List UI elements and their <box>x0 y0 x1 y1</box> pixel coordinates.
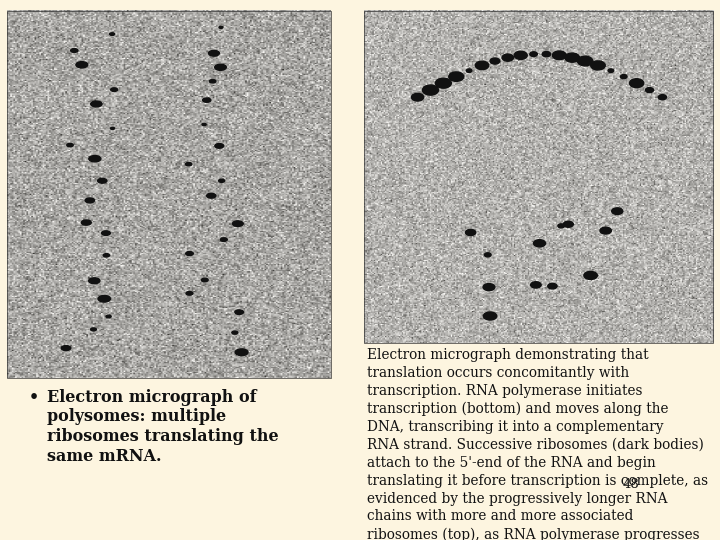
Ellipse shape <box>186 252 193 255</box>
Ellipse shape <box>449 72 464 82</box>
Ellipse shape <box>485 253 491 257</box>
Ellipse shape <box>411 93 424 101</box>
Ellipse shape <box>61 346 71 350</box>
Ellipse shape <box>548 284 557 289</box>
Ellipse shape <box>436 78 451 88</box>
Ellipse shape <box>600 227 611 234</box>
Ellipse shape <box>621 75 627 79</box>
Ellipse shape <box>210 79 216 83</box>
Ellipse shape <box>85 198 94 203</box>
Ellipse shape <box>490 58 500 64</box>
Ellipse shape <box>89 156 101 162</box>
Ellipse shape <box>235 310 243 314</box>
Ellipse shape <box>98 295 111 302</box>
Ellipse shape <box>658 94 667 100</box>
Ellipse shape <box>483 284 495 291</box>
Ellipse shape <box>530 52 537 57</box>
Ellipse shape <box>91 101 102 107</box>
Ellipse shape <box>629 79 644 87</box>
Ellipse shape <box>219 26 223 29</box>
Ellipse shape <box>542 51 551 57</box>
Ellipse shape <box>584 272 598 280</box>
Ellipse shape <box>71 49 78 52</box>
Ellipse shape <box>534 240 546 247</box>
Ellipse shape <box>111 88 117 91</box>
Ellipse shape <box>475 61 489 70</box>
Ellipse shape <box>514 51 527 59</box>
Ellipse shape <box>423 85 438 95</box>
Ellipse shape <box>202 98 211 102</box>
Ellipse shape <box>67 143 73 147</box>
Text: Electron micrograph demonstrating that
translation occurs concomitantly with
tra: Electron micrograph demonstrating that t… <box>367 348 708 540</box>
Ellipse shape <box>186 163 192 166</box>
Ellipse shape <box>89 278 100 284</box>
Ellipse shape <box>103 254 109 257</box>
Ellipse shape <box>645 87 654 93</box>
Ellipse shape <box>109 33 114 36</box>
Ellipse shape <box>563 221 573 227</box>
Ellipse shape <box>232 331 238 334</box>
Ellipse shape <box>98 178 107 183</box>
Ellipse shape <box>467 69 472 72</box>
Ellipse shape <box>612 208 623 214</box>
Ellipse shape <box>81 220 91 225</box>
Ellipse shape <box>219 179 225 183</box>
Ellipse shape <box>209 50 220 56</box>
Ellipse shape <box>531 282 541 288</box>
Ellipse shape <box>565 53 580 62</box>
Text: Electron micrograph of
polysomes: multiple
ribosomes translating the
same mRNA.: Electron micrograph of polysomes: multip… <box>47 389 279 464</box>
Ellipse shape <box>110 127 114 130</box>
Ellipse shape <box>233 221 243 226</box>
Ellipse shape <box>465 230 476 235</box>
Ellipse shape <box>502 54 513 61</box>
Ellipse shape <box>106 315 111 318</box>
Ellipse shape <box>91 328 96 331</box>
Ellipse shape <box>207 193 216 198</box>
Ellipse shape <box>577 56 593 66</box>
Ellipse shape <box>102 231 110 235</box>
Ellipse shape <box>558 224 564 228</box>
Ellipse shape <box>76 62 88 68</box>
Ellipse shape <box>608 69 613 72</box>
Text: •: • <box>29 389 39 406</box>
Ellipse shape <box>483 312 497 320</box>
Ellipse shape <box>590 61 606 70</box>
Ellipse shape <box>235 349 248 356</box>
Ellipse shape <box>215 64 226 70</box>
Ellipse shape <box>552 51 566 59</box>
Ellipse shape <box>202 278 208 282</box>
Ellipse shape <box>215 144 224 148</box>
Ellipse shape <box>220 238 228 241</box>
Text: 48: 48 <box>623 478 639 491</box>
Ellipse shape <box>202 123 206 126</box>
Ellipse shape <box>186 292 193 295</box>
